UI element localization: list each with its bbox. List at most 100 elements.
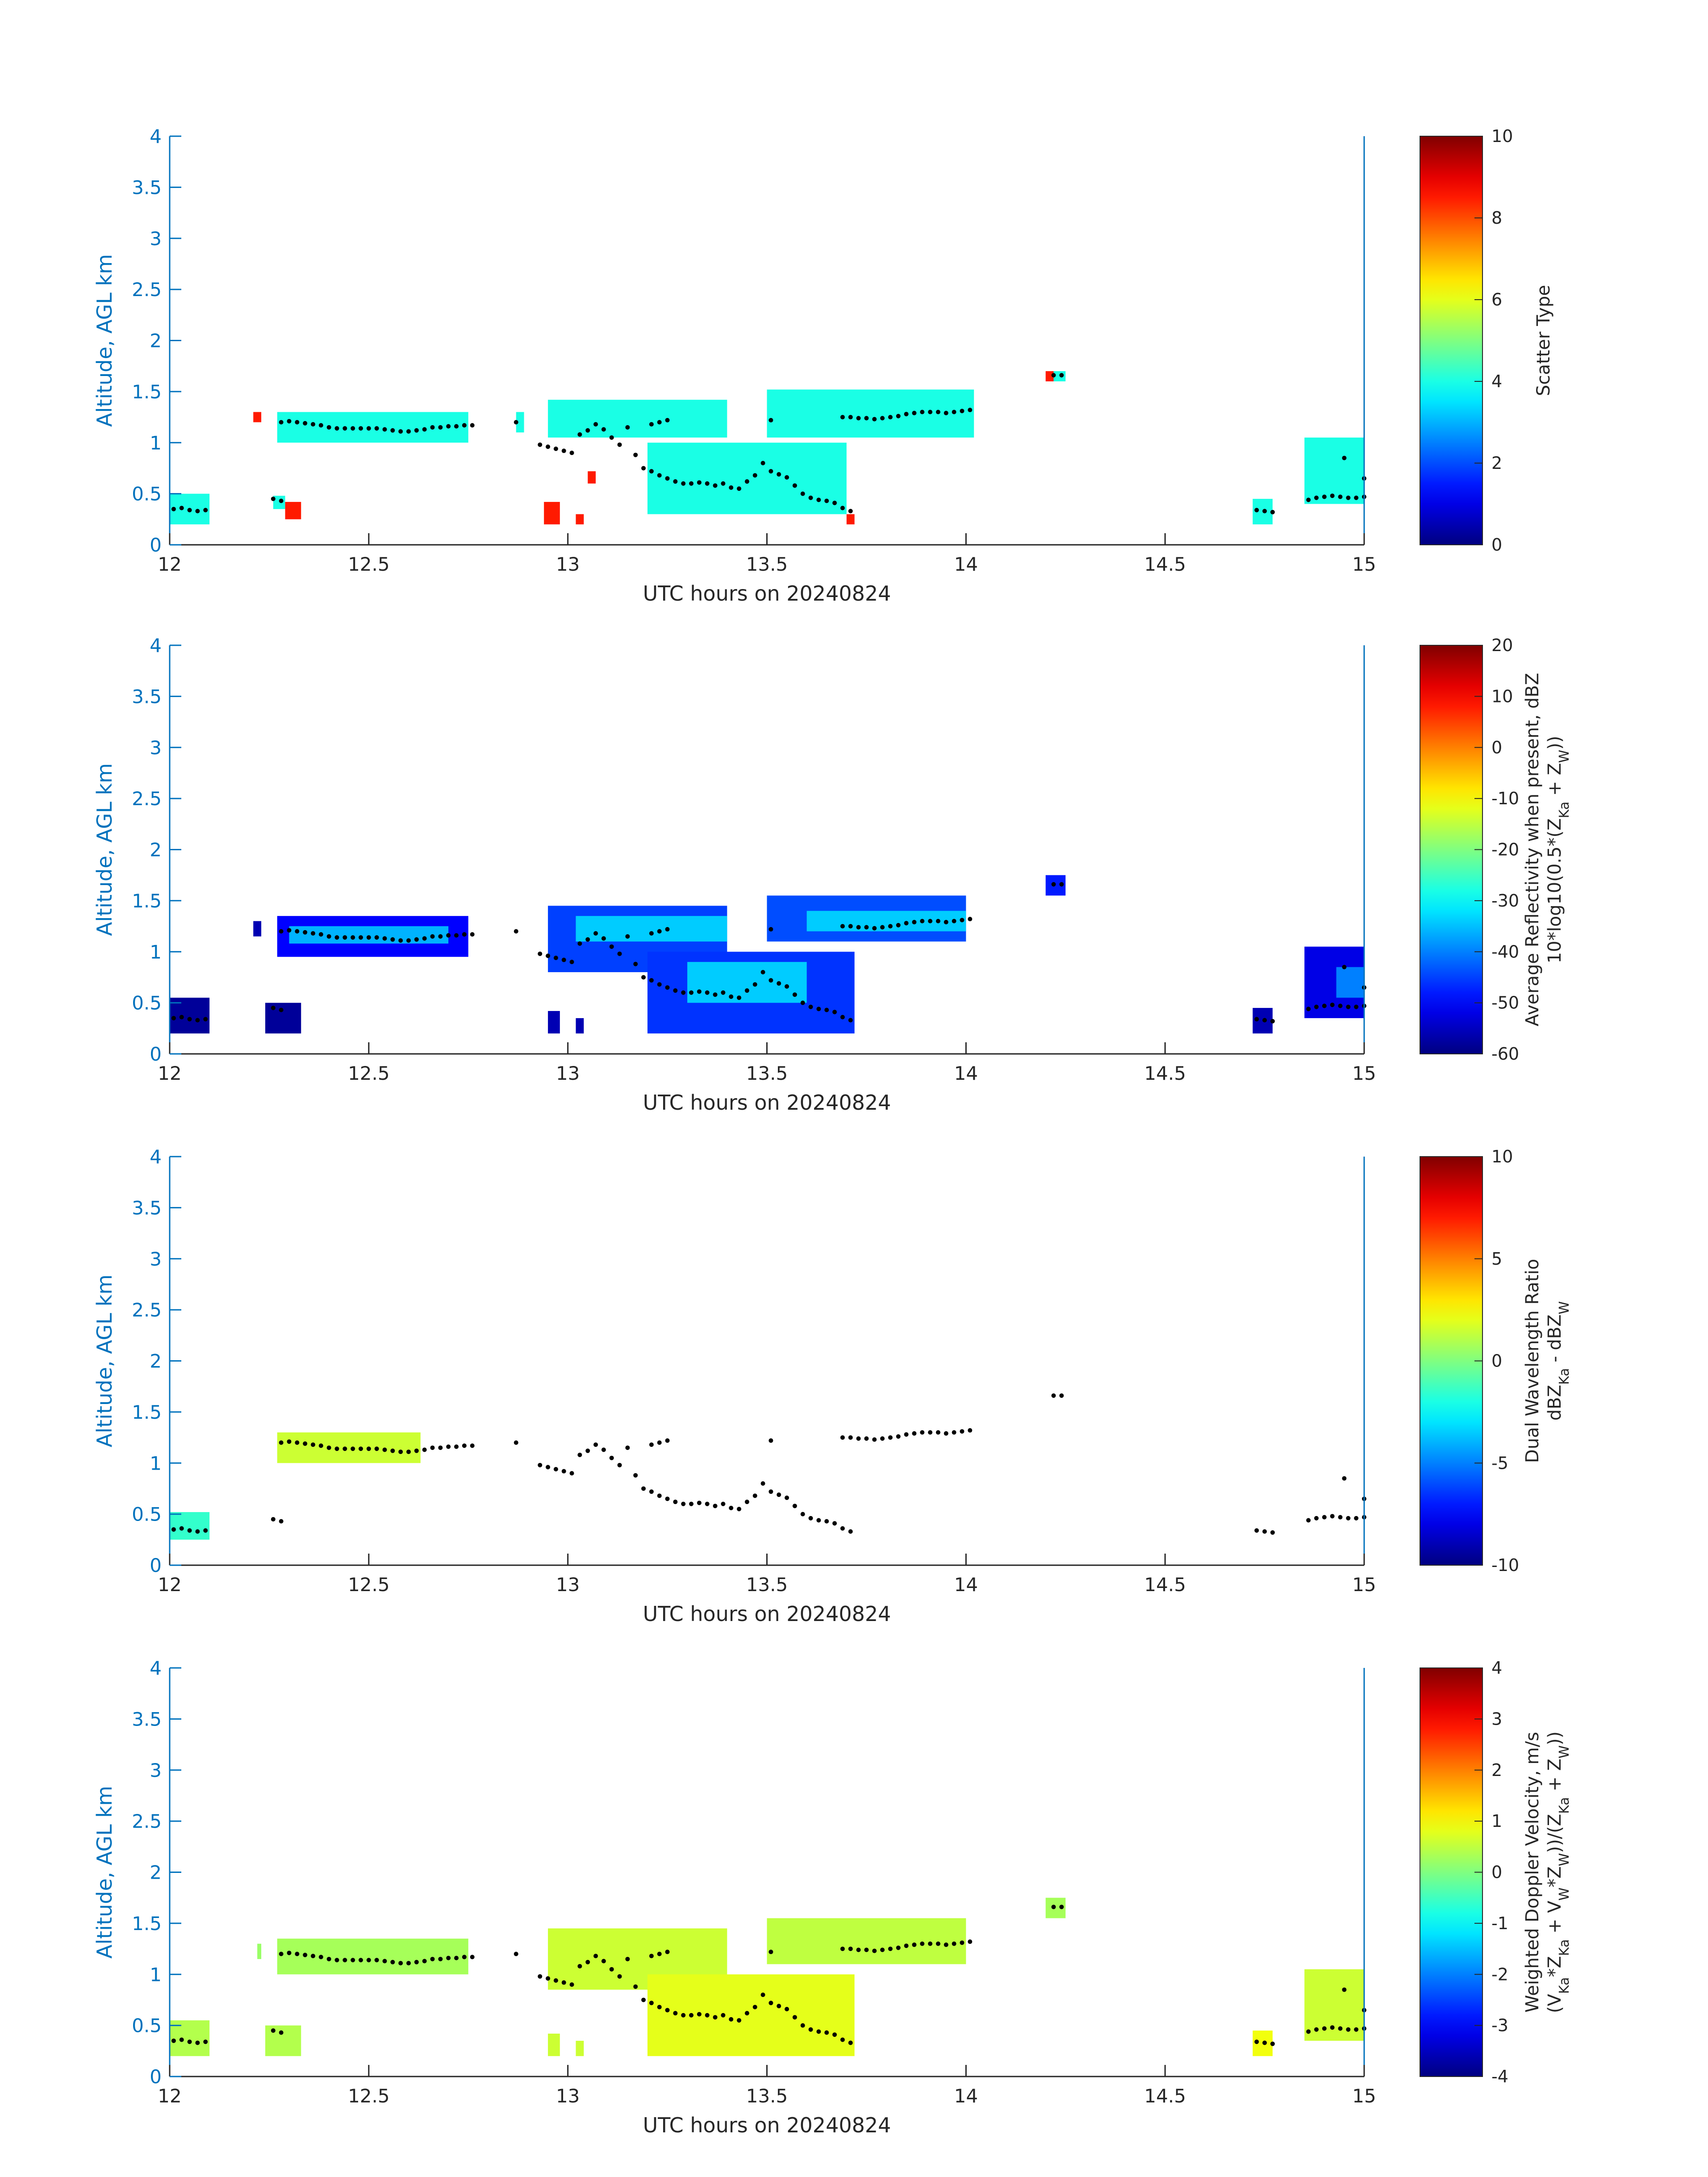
cloud-base-point <box>713 2015 718 2020</box>
cloud-base-point <box>705 1501 710 1506</box>
x-tick-label: 14.5 <box>1144 1062 1186 1084</box>
cloud-base-point <box>470 1443 475 1448</box>
data-region <box>516 412 524 433</box>
cloud-base-point <box>538 442 543 447</box>
cloud-base-point <box>171 1015 176 1020</box>
x-tick-label: 13 <box>556 1062 580 1084</box>
cloud-base-point <box>673 2011 678 2016</box>
cloud-base-point <box>1354 1004 1359 1009</box>
x-tick-label: 13.5 <box>746 2085 788 2107</box>
cloud-base-point <box>422 1447 427 1452</box>
cloud-base-point <box>665 2008 670 2013</box>
cloud-base-point <box>561 1980 566 1985</box>
cloud-base-point <box>203 1528 208 1533</box>
cloud-base-point <box>179 2037 184 2042</box>
cloud-base-point <box>1254 508 1259 513</box>
cloud-base-point <box>279 2030 284 2035</box>
cloud-base-point <box>840 415 845 420</box>
x-tick-label: 13.5 <box>746 1062 788 1084</box>
cloud-base-point <box>752 1493 757 1498</box>
cloud-base-point <box>295 1440 300 1445</box>
cloud-base-point <box>800 2023 805 2028</box>
cloud-base-point <box>840 1947 845 1951</box>
cloud-base-point <box>1051 1905 1056 1910</box>
cloud-base-point <box>768 418 773 422</box>
cloud-base-point <box>935 1941 940 1946</box>
colorbar-tick-label: 1 <box>1491 1811 1502 1831</box>
cloud-base-point <box>1059 1393 1064 1398</box>
cloud-base-point <box>422 1959 427 1964</box>
data-region <box>576 916 727 942</box>
cloud-base-point <box>689 990 694 995</box>
cloud-base-point <box>880 1947 885 1952</box>
cloud-base-point <box>1338 2026 1343 2031</box>
data-region <box>257 1943 262 1959</box>
cloud-base-point <box>1330 493 1335 498</box>
cloud-base-point <box>593 931 598 936</box>
cloud-base-point <box>657 1951 662 1956</box>
y-tick-label: 1.5 <box>132 890 162 912</box>
cloud-base-point <box>422 936 427 941</box>
cloud-base-point <box>398 938 403 943</box>
cloud-base-point <box>904 1943 909 1948</box>
cloud-base-point <box>816 2029 821 2034</box>
cloud-base-point <box>752 982 757 987</box>
colorbar-label: dBZKa - dBZW <box>1545 1301 1572 1421</box>
cloud-base-point <box>737 2018 742 2023</box>
cloud-base-point <box>195 1529 200 1534</box>
cloud-base-point <box>318 1443 323 1448</box>
cloud-base-point <box>665 418 670 422</box>
cloud-base-point <box>713 1504 718 1508</box>
cloud-base-point <box>179 1526 184 1531</box>
cloud-base-point <box>593 1442 598 1447</box>
cloud-base-point <box>697 989 702 994</box>
cloud-base-point <box>729 1505 734 1510</box>
cloud-base-point <box>888 924 893 929</box>
cloud-base-point <box>577 941 582 946</box>
cloud-base-point <box>382 1447 387 1452</box>
cloud-base-point <box>824 498 829 503</box>
cloud-base-point <box>625 1445 630 1450</box>
y-tick-label: 2 <box>150 330 162 352</box>
cloud-base-point <box>359 1958 363 1963</box>
cloud-base-point <box>625 425 630 430</box>
cloud-base-point <box>649 1489 654 1494</box>
cloud-base-point <box>382 936 387 941</box>
cloud-base-point <box>649 978 654 983</box>
cloud-base-point <box>657 2005 662 2010</box>
data-region <box>576 2040 584 2056</box>
data-region <box>253 921 262 936</box>
colorbar <box>1420 1667 1483 2077</box>
cloud-base-point <box>920 1941 925 1946</box>
cloud-base-point <box>721 2013 726 2018</box>
cloud-base-point <box>279 1951 284 1956</box>
cloud-base-point <box>1306 497 1311 502</box>
cloud-base-point <box>577 432 582 437</box>
cloud-base-point <box>1330 1514 1335 1519</box>
cloud-base-point <box>287 1951 292 1956</box>
x-tick-label: 15 <box>1352 1062 1376 1084</box>
cloud-base-point <box>777 472 781 477</box>
y-tick-label: 4 <box>150 1146 162 1168</box>
cloud-base-point <box>737 486 742 491</box>
y-tick-label: 0.5 <box>132 483 162 505</box>
cloud-base-point <box>816 497 821 502</box>
cloud-base-point <box>1306 1518 1311 1523</box>
cloud-base-point <box>705 990 710 995</box>
cloud-base-point <box>279 1519 284 1524</box>
cloud-base-point <box>649 931 654 936</box>
cloud-base-point <box>303 421 308 426</box>
cloud-base-point <box>406 1450 411 1454</box>
cloud-base-point <box>342 935 347 940</box>
cloud-base-point <box>366 1958 371 1963</box>
cloud-base-point <box>864 416 869 421</box>
cloud-base-point <box>968 1939 973 1944</box>
cloud-base-point <box>295 1951 300 1956</box>
cloud-base-point <box>944 919 948 924</box>
y-tick-label: 3 <box>150 1759 162 1781</box>
cloud-base-point <box>1270 510 1275 514</box>
cloud-base-point <box>673 988 678 993</box>
cloud-base-point <box>880 925 885 930</box>
cloud-base-point <box>928 409 933 414</box>
cloud-base-point <box>785 2007 789 2012</box>
